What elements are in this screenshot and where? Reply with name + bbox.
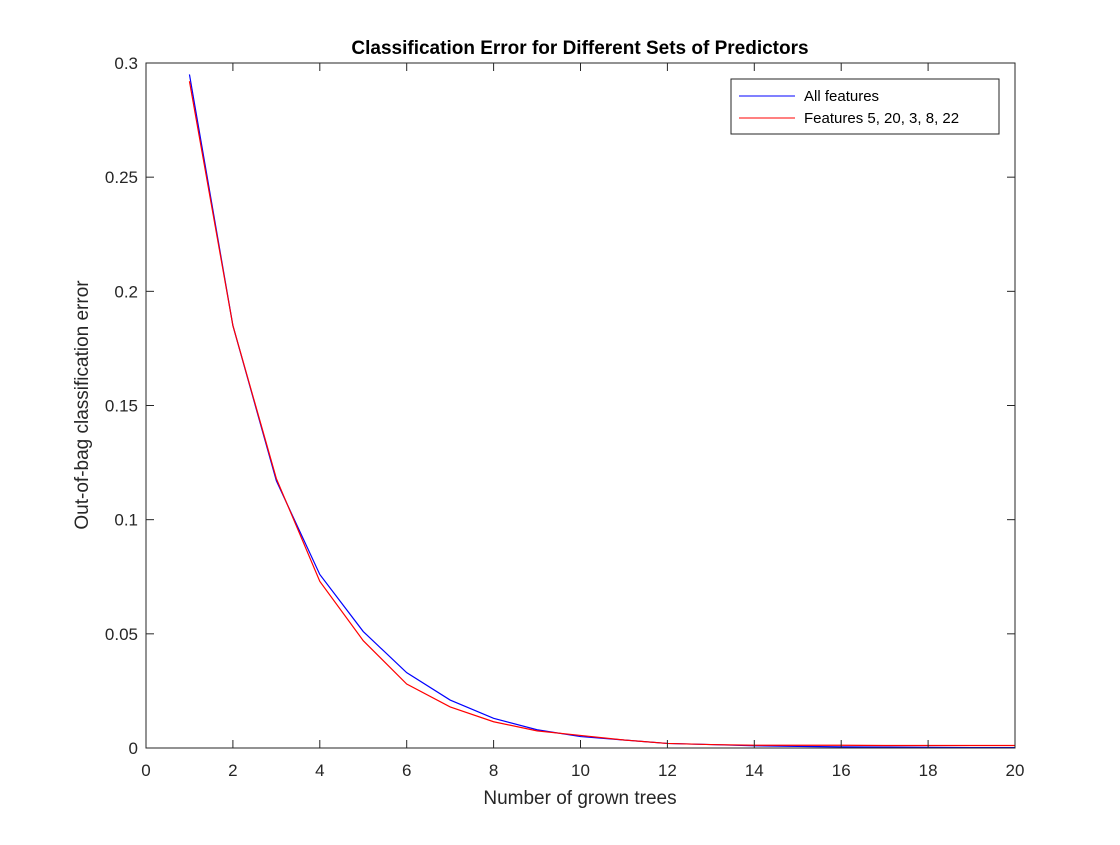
legend-box — [730, 78, 1000, 135]
x-tick-label: 14 — [745, 761, 764, 780]
y-tick-label: 0 — [129, 739, 138, 758]
x-tick-label: 10 — [571, 761, 590, 780]
x-tick-label: 12 — [658, 761, 677, 780]
series-layer — [188, 74, 1015, 749]
y-tick-label: 0.15 — [105, 397, 138, 416]
y-axis-label: Out-of-bag classification error — [72, 280, 93, 530]
y-tick-label: 0.05 — [105, 625, 138, 644]
plot-area — [146, 63, 1015, 748]
ticks-layer: 0 2 4 6 8 10 12 14 16 18 20 0 0.05 0.1 0.15 0.2 0.25 0.3 — [105, 54, 1025, 780]
x-tick-label: 4 — [315, 761, 324, 780]
x-tick-label: 8 — [489, 761, 498, 780]
x-tick-label: 16 — [832, 761, 851, 780]
legend-label-features-subset: Features 5, 20, 3, 8, 22 — [804, 110, 959, 127]
series-line-1 — [188, 81, 1015, 747]
y-tick-label: 0.3 — [114, 54, 138, 73]
x-tick-label: 0 — [141, 761, 150, 780]
x-axis-label: Number of grown trees — [483, 788, 676, 809]
x-tick-label: 2 — [228, 761, 237, 780]
chart-title: Classification Error for Different Sets … — [351, 38, 808, 59]
x-tick-label: 18 — [919, 761, 938, 780]
x-tick-label: 20 — [1006, 761, 1025, 780]
legend: All features Features 5, 20, 3, 8, 22 — [730, 78, 1000, 135]
x-tick-label: 6 — [402, 761, 411, 780]
legend-label-all-features: All features — [804, 88, 879, 105]
y-tick-label: 0.1 — [114, 511, 138, 530]
y-tick-label: 0.25 — [105, 168, 138, 187]
y-tick-label: 0.2 — [114, 282, 138, 301]
